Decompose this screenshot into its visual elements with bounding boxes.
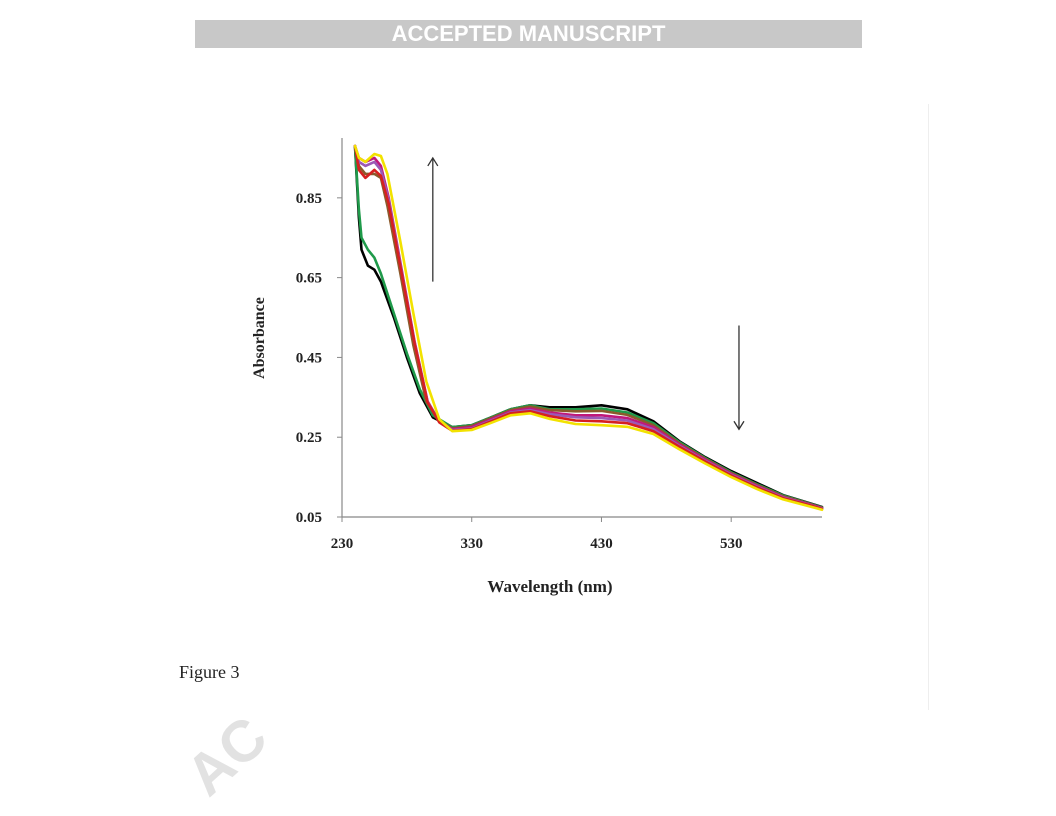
- annotation-layer: [427, 156, 745, 431]
- series-line-4: [353, 144, 824, 510]
- series-line-2: [353, 144, 824, 509]
- arrow-down-head: [733, 420, 745, 431]
- arrow-up-head: [427, 156, 439, 167]
- x-axis-title: Wavelength (nm): [487, 577, 612, 596]
- x-tick-label: 230: [331, 536, 354, 552]
- x-tick-label: 330: [460, 536, 483, 552]
- y-tick-label: 0.85: [296, 191, 322, 207]
- y-tick-label: 0.25: [296, 430, 322, 446]
- series-line-7: [353, 144, 824, 512]
- series-layer: [353, 144, 824, 512]
- y-axis-title: Absorbance: [251, 297, 268, 379]
- axes-layer: 0.05 0.25 0.45 0.65 0.85 230 330 430 530: [296, 138, 822, 552]
- series-line-6: [353, 144, 824, 511]
- y-tick-label: 0.05: [296, 510, 322, 526]
- x-tick-label: 430: [590, 536, 613, 552]
- series-line-1: [353, 144, 824, 509]
- y-tick-label: 0.45: [296, 350, 322, 366]
- page-edge-rule: [928, 104, 929, 710]
- series-line-3: [353, 144, 824, 510]
- accepted-watermark: AC: [173, 703, 280, 809]
- y-tick-label: 0.65: [296, 271, 322, 287]
- accepted-manuscript-banner: ACCEPTED MANUSCRIPT: [195, 20, 862, 48]
- absorbance-spectra-chart: 0.05 0.25 0.45 0.65 0.85 230 330 430 530 Wavelen…: [251, 138, 824, 596]
- x-tick-label: 530: [720, 536, 743, 552]
- series-line-5: [353, 144, 824, 510]
- figure-caption: Figure 3: [179, 662, 240, 682]
